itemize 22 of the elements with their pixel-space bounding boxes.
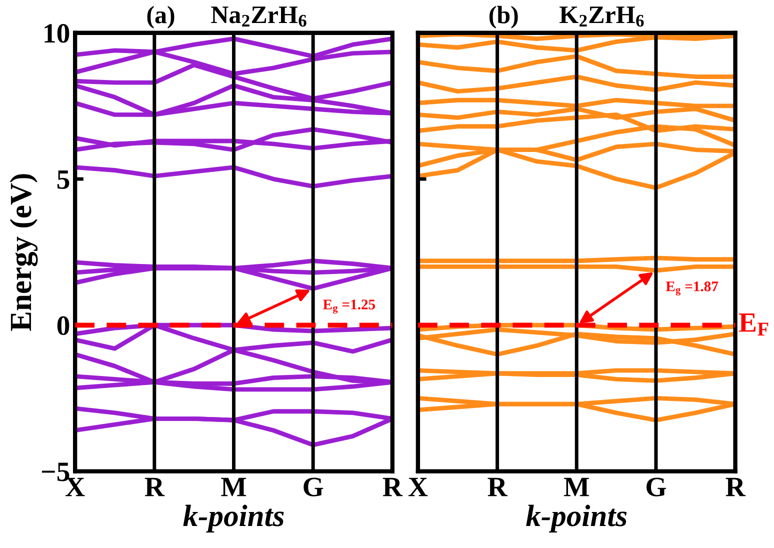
- y-tick-label: 5: [57, 170, 70, 189]
- x-tick-label: R: [488, 478, 508, 496]
- y-tick-label: 10: [44, 24, 70, 43]
- x-axis-title: k-points: [183, 504, 284, 533]
- y-tick-label: 0: [57, 316, 70, 336]
- ref-line-label: E$_{F}$: [738, 313, 768, 336]
- x-tick-label: G: [304, 478, 324, 496]
- x-tick-label: M: [564, 478, 589, 496]
- chart-subtitle: Na$_{2}$ZrH$_{6}$: [211, 6, 306, 27]
- x-tick-label: M: [221, 478, 246, 496]
- annotation: E$_{g}$ =1.25: [323, 300, 376, 314]
- chart-subtitle: K$_{2}$ZrH$_{6}$: [560, 6, 644, 27]
- x-tick-label: R: [726, 478, 746, 496]
- chart-title: (b): [489, 6, 518, 28]
- x-tick-label: R: [144, 478, 165, 496]
- chart-title: (a): [147, 6, 174, 28]
- x-tick-label: G: [646, 478, 666, 496]
- x-tick-label: X: [408, 478, 428, 496]
- x-tick-label: R: [382, 478, 403, 496]
- x-axis-title: k-points: [526, 504, 627, 533]
- annotation: E$_{g}$ =1.87: [666, 281, 718, 296]
- y-axis-title: Energy (eV): [10, 174, 38, 331]
